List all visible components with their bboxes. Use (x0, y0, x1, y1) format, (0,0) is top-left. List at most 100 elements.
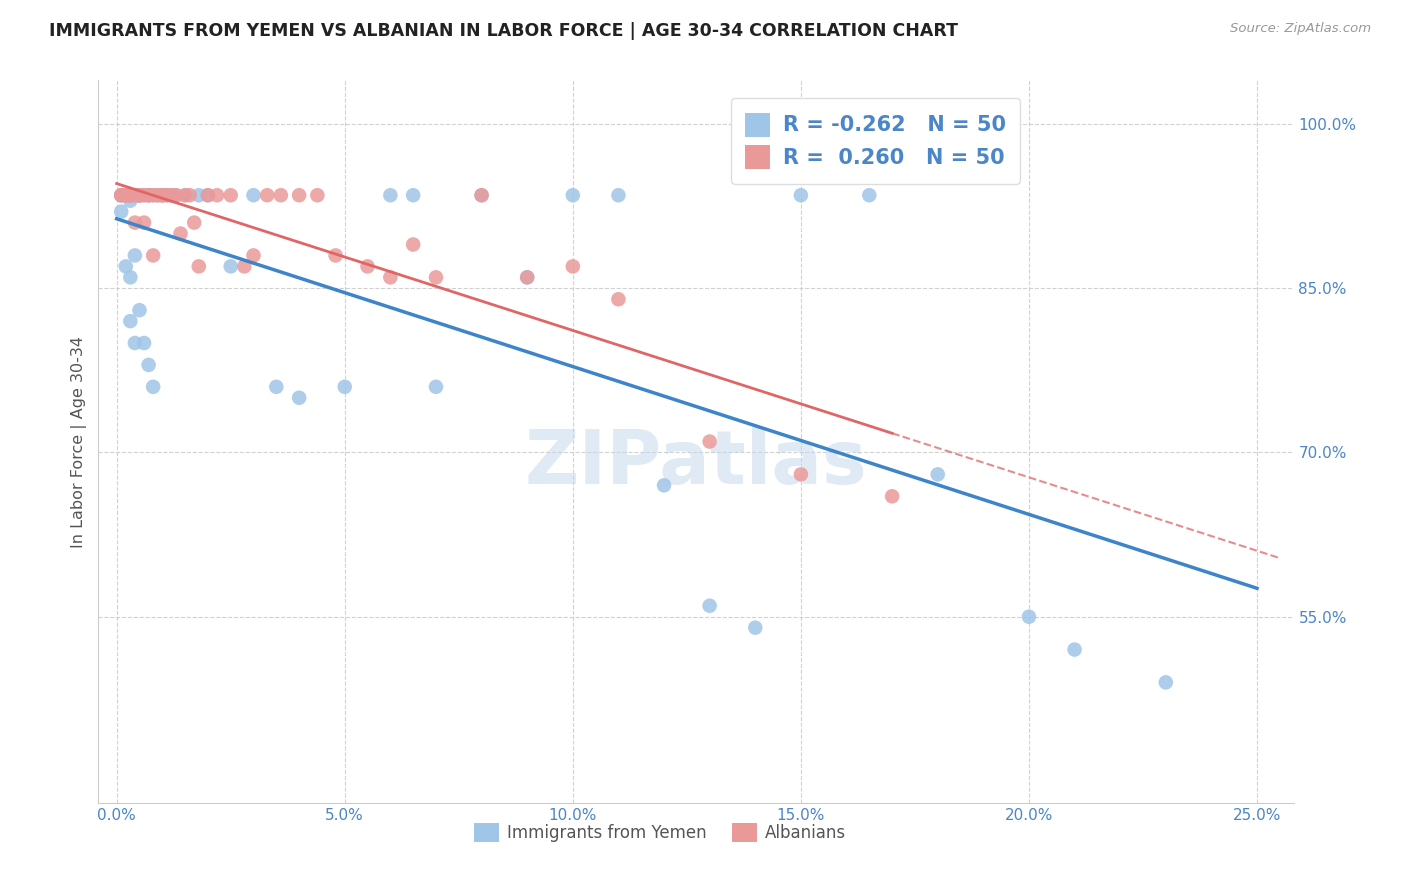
Point (652, 478, 675, 492)
Point (138, 188, 160, 202)
Point (150, 188, 173, 202)
Point (120, 194, 142, 208)
Point (607, 292, 630, 306)
Point (146, 188, 169, 202)
Point (402, 237, 425, 252)
Point (219, 188, 242, 202)
Point (142, 188, 165, 202)
Point (160, 188, 183, 202)
Point (110, 188, 132, 202)
Point (128, 188, 150, 202)
Point (1063, 642, 1085, 657)
Point (124, 336, 146, 351)
Point (288, 391, 311, 405)
Point (132, 216, 155, 230)
Point (927, 467, 949, 482)
Point (256, 188, 278, 202)
Point (138, 188, 160, 202)
Point (197, 188, 219, 202)
Point (132, 188, 155, 202)
Point (110, 188, 132, 202)
Point (124, 188, 146, 202)
Point (120, 270, 142, 285)
Point (114, 188, 136, 202)
Point (124, 216, 146, 230)
Text: IMMIGRANTS FROM YEMEN VS ALBANIAN IN LABOR FORCE | AGE 30-34 CORRELATION CHART: IMMIGRANTS FROM YEMEN VS ALBANIAN IN LAB… (49, 22, 959, 40)
Text: Source: ZipAtlas.com: Source: ZipAtlas.com (1230, 22, 1371, 36)
Point (561, 188, 583, 202)
Point (219, 260, 242, 274)
Point (380, 270, 402, 285)
Point (150, 188, 173, 202)
Point (790, 188, 813, 202)
Point (120, 188, 142, 202)
Point (270, 188, 292, 202)
Point (150, 188, 173, 202)
Text: ZIPatlas: ZIPatlas (524, 426, 868, 500)
Point (307, 188, 329, 202)
Point (516, 270, 538, 285)
Point (187, 260, 209, 274)
Point (471, 188, 494, 202)
Point (607, 188, 630, 202)
Point (156, 188, 179, 202)
Point (146, 188, 169, 202)
Point (142, 188, 165, 202)
Point (744, 621, 766, 635)
Point (205, 188, 228, 202)
Point (165, 188, 187, 202)
Point (142, 248, 165, 262)
Point (561, 260, 583, 274)
Legend: Immigrants from Yemen, Albanians: Immigrants from Yemen, Albanians (467, 816, 853, 848)
Point (380, 188, 402, 202)
Point (790, 467, 813, 482)
Point (233, 260, 256, 274)
Point (110, 188, 132, 202)
Point (120, 188, 142, 202)
Point (288, 188, 311, 202)
Point (425, 270, 447, 285)
Point (197, 188, 219, 202)
Point (128, 188, 150, 202)
Point (132, 188, 155, 202)
Point (516, 270, 538, 285)
Point (356, 260, 378, 274)
Point (425, 380, 447, 394)
Point (132, 336, 155, 351)
Point (174, 188, 197, 202)
Point (128, 188, 150, 202)
Point (114, 188, 136, 202)
Point (174, 188, 197, 202)
Point (333, 380, 356, 394)
Point (120, 188, 142, 202)
Point (165, 188, 187, 202)
Point (179, 188, 201, 202)
Point (128, 303, 150, 318)
Point (266, 380, 288, 394)
Point (142, 380, 165, 394)
Point (114, 188, 136, 202)
Point (471, 188, 494, 202)
Point (882, 489, 904, 503)
Point (402, 188, 425, 202)
Point (183, 216, 205, 230)
Point (699, 599, 721, 613)
Point (156, 188, 179, 202)
Point (124, 248, 146, 262)
Point (1018, 609, 1040, 624)
Point (128, 188, 150, 202)
Point (128, 188, 150, 202)
Point (325, 248, 347, 262)
Point (114, 188, 136, 202)
Point (120, 314, 142, 328)
Point (242, 188, 264, 202)
Point (114, 260, 136, 274)
Y-axis label: In Labor Force | Age 30-34: In Labor Force | Age 30-34 (72, 335, 87, 548)
Point (169, 227, 191, 241)
Point (1154, 675, 1177, 690)
Point (699, 434, 721, 449)
Point (242, 248, 264, 262)
Point (138, 358, 160, 372)
Point (120, 188, 142, 202)
Point (187, 188, 209, 202)
